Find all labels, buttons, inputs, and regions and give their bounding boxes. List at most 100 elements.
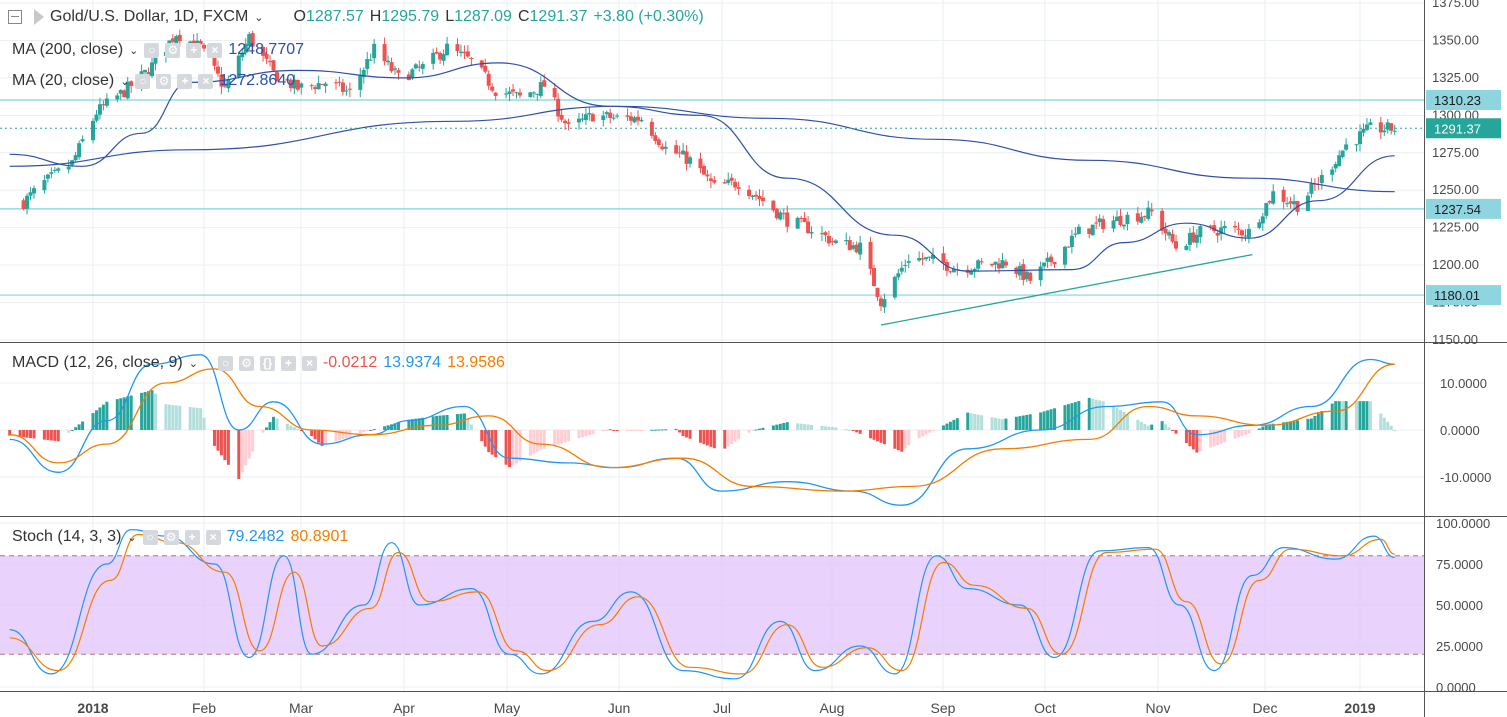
- macd-bar: [1018, 416, 1022, 430]
- gear-icon[interactable]: ⚙: [163, 529, 179, 545]
- plus-icon[interactable]: +: [280, 355, 296, 371]
- macd-bar: [244, 430, 248, 466]
- symbol-title[interactable]: Gold/U.S. Dollar, 1D, FXCM: [50, 8, 249, 25]
- candle: [1135, 206, 1140, 225]
- candle: [1146, 200, 1151, 221]
- macd-bar: [438, 415, 442, 430]
- candle: [80, 135, 85, 143]
- candle: [1187, 228, 1192, 252]
- candle-body: [198, 40, 203, 45]
- candle-body: [1174, 241, 1179, 249]
- x-tick-label: Jul: [713, 700, 731, 716]
- chevron-down-icon[interactable]: ⌄: [120, 75, 130, 88]
- candle-body: [1097, 218, 1102, 223]
- candle-body: [285, 79, 290, 81]
- gear-icon[interactable]: ⚙: [156, 73, 172, 89]
- x-tick-label: 2019: [1344, 700, 1375, 716]
- eye-icon[interactable]: ○: [217, 355, 233, 371]
- macd-label[interactable]: MACD (12, 26, close, 9): [12, 354, 183, 371]
- plus-icon[interactable]: +: [177, 73, 193, 89]
- macd-bar: [150, 390, 154, 430]
- candle-body: [382, 44, 387, 62]
- close-icon[interactable]: ×: [198, 73, 214, 89]
- ma20-legend: MA (20, close) ⌄ ○ ⚙ + × 1272.8640: [12, 72, 295, 90]
- candle: [819, 226, 824, 242]
- candle-body: [483, 65, 488, 72]
- gear-icon[interactable]: ⚙: [165, 42, 181, 58]
- gear-icon[interactable]: ⚙: [238, 355, 254, 371]
- candle: [1292, 194, 1297, 210]
- chevron-down-icon[interactable]: ⌄: [127, 531, 137, 544]
- macd-bar: [1125, 413, 1129, 430]
- macd-bar: [994, 417, 998, 430]
- candle-body: [830, 241, 835, 243]
- candle: [854, 241, 859, 254]
- macd-bar: [1282, 422, 1286, 430]
- candle: [1233, 221, 1238, 233]
- candle-body: [337, 81, 342, 83]
- candle-body: [774, 208, 779, 219]
- ma200-value: 1248.7707: [228, 41, 305, 58]
- close-icon[interactable]: ×: [205, 529, 221, 545]
- price-tick-label: 1325.00: [1432, 70, 1479, 85]
- candle-body: [486, 73, 491, 86]
- candle-body: [1121, 224, 1126, 227]
- candle: [236, 52, 241, 79]
- candle: [1003, 258, 1008, 269]
- close-value: 1291.37: [529, 8, 588, 25]
- candle-body: [420, 64, 425, 69]
- x-tick-label: Aug: [820, 700, 845, 716]
- candle-body: [392, 68, 397, 70]
- candle: [1389, 122, 1394, 135]
- candle-body: [969, 271, 974, 275]
- candle-body: [851, 245, 856, 249]
- candle: [42, 174, 47, 194]
- chevron-down-icon[interactable]: ⌄: [188, 357, 198, 370]
- eye-icon[interactable]: ○: [135, 73, 151, 89]
- candle: [1340, 150, 1345, 159]
- source-code-icon[interactable]: {}: [259, 355, 275, 371]
- close-icon[interactable]: ×: [301, 355, 317, 371]
- eye-icon[interactable]: ○: [144, 42, 160, 58]
- plus-icon[interactable]: +: [184, 529, 200, 545]
- candle: [340, 78, 345, 96]
- candle: [445, 36, 450, 56]
- x-tick-label: Jun: [608, 700, 631, 716]
- candle-body: [979, 261, 984, 263]
- macd-bar: [143, 391, 147, 430]
- candle-body: [681, 150, 686, 155]
- last-price-tag: 1291.37: [1426, 118, 1501, 139]
- candle: [1160, 208, 1165, 235]
- macd-bar: [636, 430, 640, 431]
- candle: [781, 208, 786, 220]
- macd-bar: [1264, 424, 1268, 430]
- close-icon[interactable]: ×: [207, 42, 223, 58]
- candle: [729, 173, 734, 186]
- candle-body: [1233, 225, 1238, 228]
- macd-bar: [1219, 430, 1223, 444]
- candle: [125, 76, 130, 100]
- collapse-toggle-icon[interactable]: [8, 10, 22, 24]
- macd-bar: [1261, 426, 1265, 430]
- plus-icon[interactable]: +: [186, 42, 202, 58]
- candle: [601, 110, 606, 127]
- candle: [979, 258, 984, 265]
- candle: [976, 259, 981, 272]
- stoch-label[interactable]: Stoch (14, 3, 3): [12, 528, 122, 545]
- candle-body: [708, 178, 713, 181]
- macd-bar: [754, 429, 758, 431]
- chevron-down-icon[interactable]: ⌄: [254, 11, 264, 24]
- candle: [295, 79, 300, 92]
- macd-bar: [445, 414, 449, 430]
- candle: [1090, 224, 1095, 236]
- eye-icon[interactable]: ○: [142, 529, 158, 545]
- chevron-down-icon[interactable]: ⌄: [129, 44, 139, 57]
- ma200-label[interactable]: MA (200, close): [12, 41, 124, 58]
- macd-bar: [685, 430, 689, 438]
- candle: [1121, 224, 1126, 230]
- flag-icon[interactable]: [34, 9, 44, 25]
- macd-bar: [1209, 430, 1213, 448]
- candle: [469, 57, 474, 66]
- ma20-label[interactable]: MA (20, close): [12, 72, 115, 89]
